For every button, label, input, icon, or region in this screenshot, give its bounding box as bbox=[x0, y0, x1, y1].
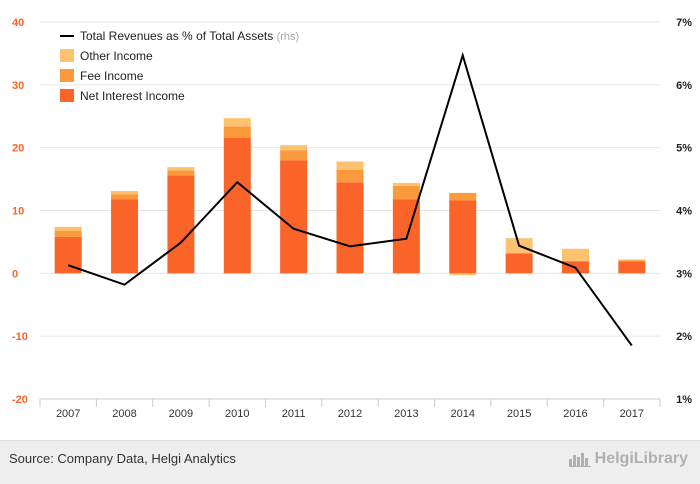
category-label: 2009 bbox=[169, 408, 193, 420]
bar-segment bbox=[280, 145, 308, 151]
bar-segment bbox=[561, 248, 589, 261]
footer: Source: Company Data, Helgi Analytics He… bbox=[0, 440, 700, 484]
legend-label: Other Income bbox=[80, 49, 153, 63]
right-tick-label: 5% bbox=[676, 143, 692, 155]
source-text: Source: Company Data, Helgi Analytics bbox=[9, 451, 236, 466]
category-label: 2014 bbox=[450, 408, 474, 420]
category-label: 2015 bbox=[507, 408, 531, 420]
left-tick-label: 10 bbox=[12, 206, 24, 218]
left-tick-label: -10 bbox=[12, 331, 28, 343]
helgi-library-logo[interactable]: HelgiLibrary bbox=[568, 450, 688, 468]
city-skyline-icon bbox=[568, 453, 591, 467]
revenue-line-path bbox=[67, 51, 633, 347]
bar-segment bbox=[336, 169, 364, 183]
bar-segment bbox=[280, 160, 308, 274]
right-tick-label: 7% bbox=[676, 17, 692, 29]
legend-label: Total Revenues as % of Total Assets (rhs… bbox=[80, 29, 299, 43]
right-tick-label: 4% bbox=[676, 206, 692, 218]
category-label: 2010 bbox=[225, 408, 249, 420]
bar-segment bbox=[618, 259, 646, 261]
legend-swatch bbox=[60, 49, 74, 62]
legend: Total Revenues as % of Total Assets (rhs… bbox=[60, 29, 299, 103]
right-tick-label: 3% bbox=[676, 268, 692, 280]
bar-segment bbox=[111, 194, 139, 200]
bars bbox=[54, 118, 646, 276]
bar-segment bbox=[167, 167, 195, 171]
legend-label: Net Interest Income bbox=[80, 89, 185, 103]
right-tick-label: 1% bbox=[676, 394, 692, 406]
bar-segment bbox=[618, 261, 646, 274]
bar-segment bbox=[449, 273, 477, 276]
bar-segment bbox=[280, 150, 308, 161]
left-tick-label: -20 bbox=[12, 394, 28, 406]
bar-segment bbox=[392, 185, 420, 200]
bar-segment bbox=[167, 170, 195, 176]
bar-segment bbox=[336, 161, 364, 170]
bar-segment bbox=[336, 182, 364, 274]
category-label: 2007 bbox=[56, 408, 80, 420]
bar-segment bbox=[561, 260, 589, 262]
legend-rhs-note: (rhs) bbox=[277, 31, 300, 43]
right-tick-label: 2% bbox=[676, 331, 692, 343]
left-tick-label: 30 bbox=[12, 80, 24, 92]
bar-segment bbox=[223, 137, 251, 274]
bar-segment bbox=[223, 118, 251, 127]
bar-segment bbox=[54, 230, 82, 237]
legend-swatch bbox=[60, 69, 74, 82]
legend-label: Fee Income bbox=[80, 69, 144, 83]
bar-segment bbox=[111, 191, 139, 195]
left-tick-label: 20 bbox=[12, 143, 24, 155]
bar-segment bbox=[111, 199, 139, 274]
bar-segment bbox=[505, 253, 533, 274]
bar-segment bbox=[54, 226, 82, 231]
category-label: 2008 bbox=[112, 408, 136, 420]
bar-segment bbox=[223, 126, 251, 138]
bar-segment bbox=[449, 192, 477, 201]
category-label: 2012 bbox=[338, 408, 362, 420]
legend-swatch bbox=[60, 89, 74, 102]
bar-segment bbox=[449, 200, 477, 274]
category-label: 2017 bbox=[620, 408, 644, 420]
logo-text: HelgiLibrary bbox=[594, 450, 688, 467]
category-label: 2011 bbox=[282, 408, 306, 420]
left-tick-label: 40 bbox=[12, 17, 24, 29]
bar-segment bbox=[618, 260, 646, 262]
revenue-line bbox=[67, 51, 633, 347]
bar-segment bbox=[392, 182, 420, 186]
category-label: 2013 bbox=[394, 408, 418, 420]
bar-segment bbox=[167, 175, 195, 274]
right-tick-label: 6% bbox=[676, 80, 692, 92]
left-tick-label: 0 bbox=[12, 268, 18, 280]
category-label: 2016 bbox=[563, 408, 587, 420]
